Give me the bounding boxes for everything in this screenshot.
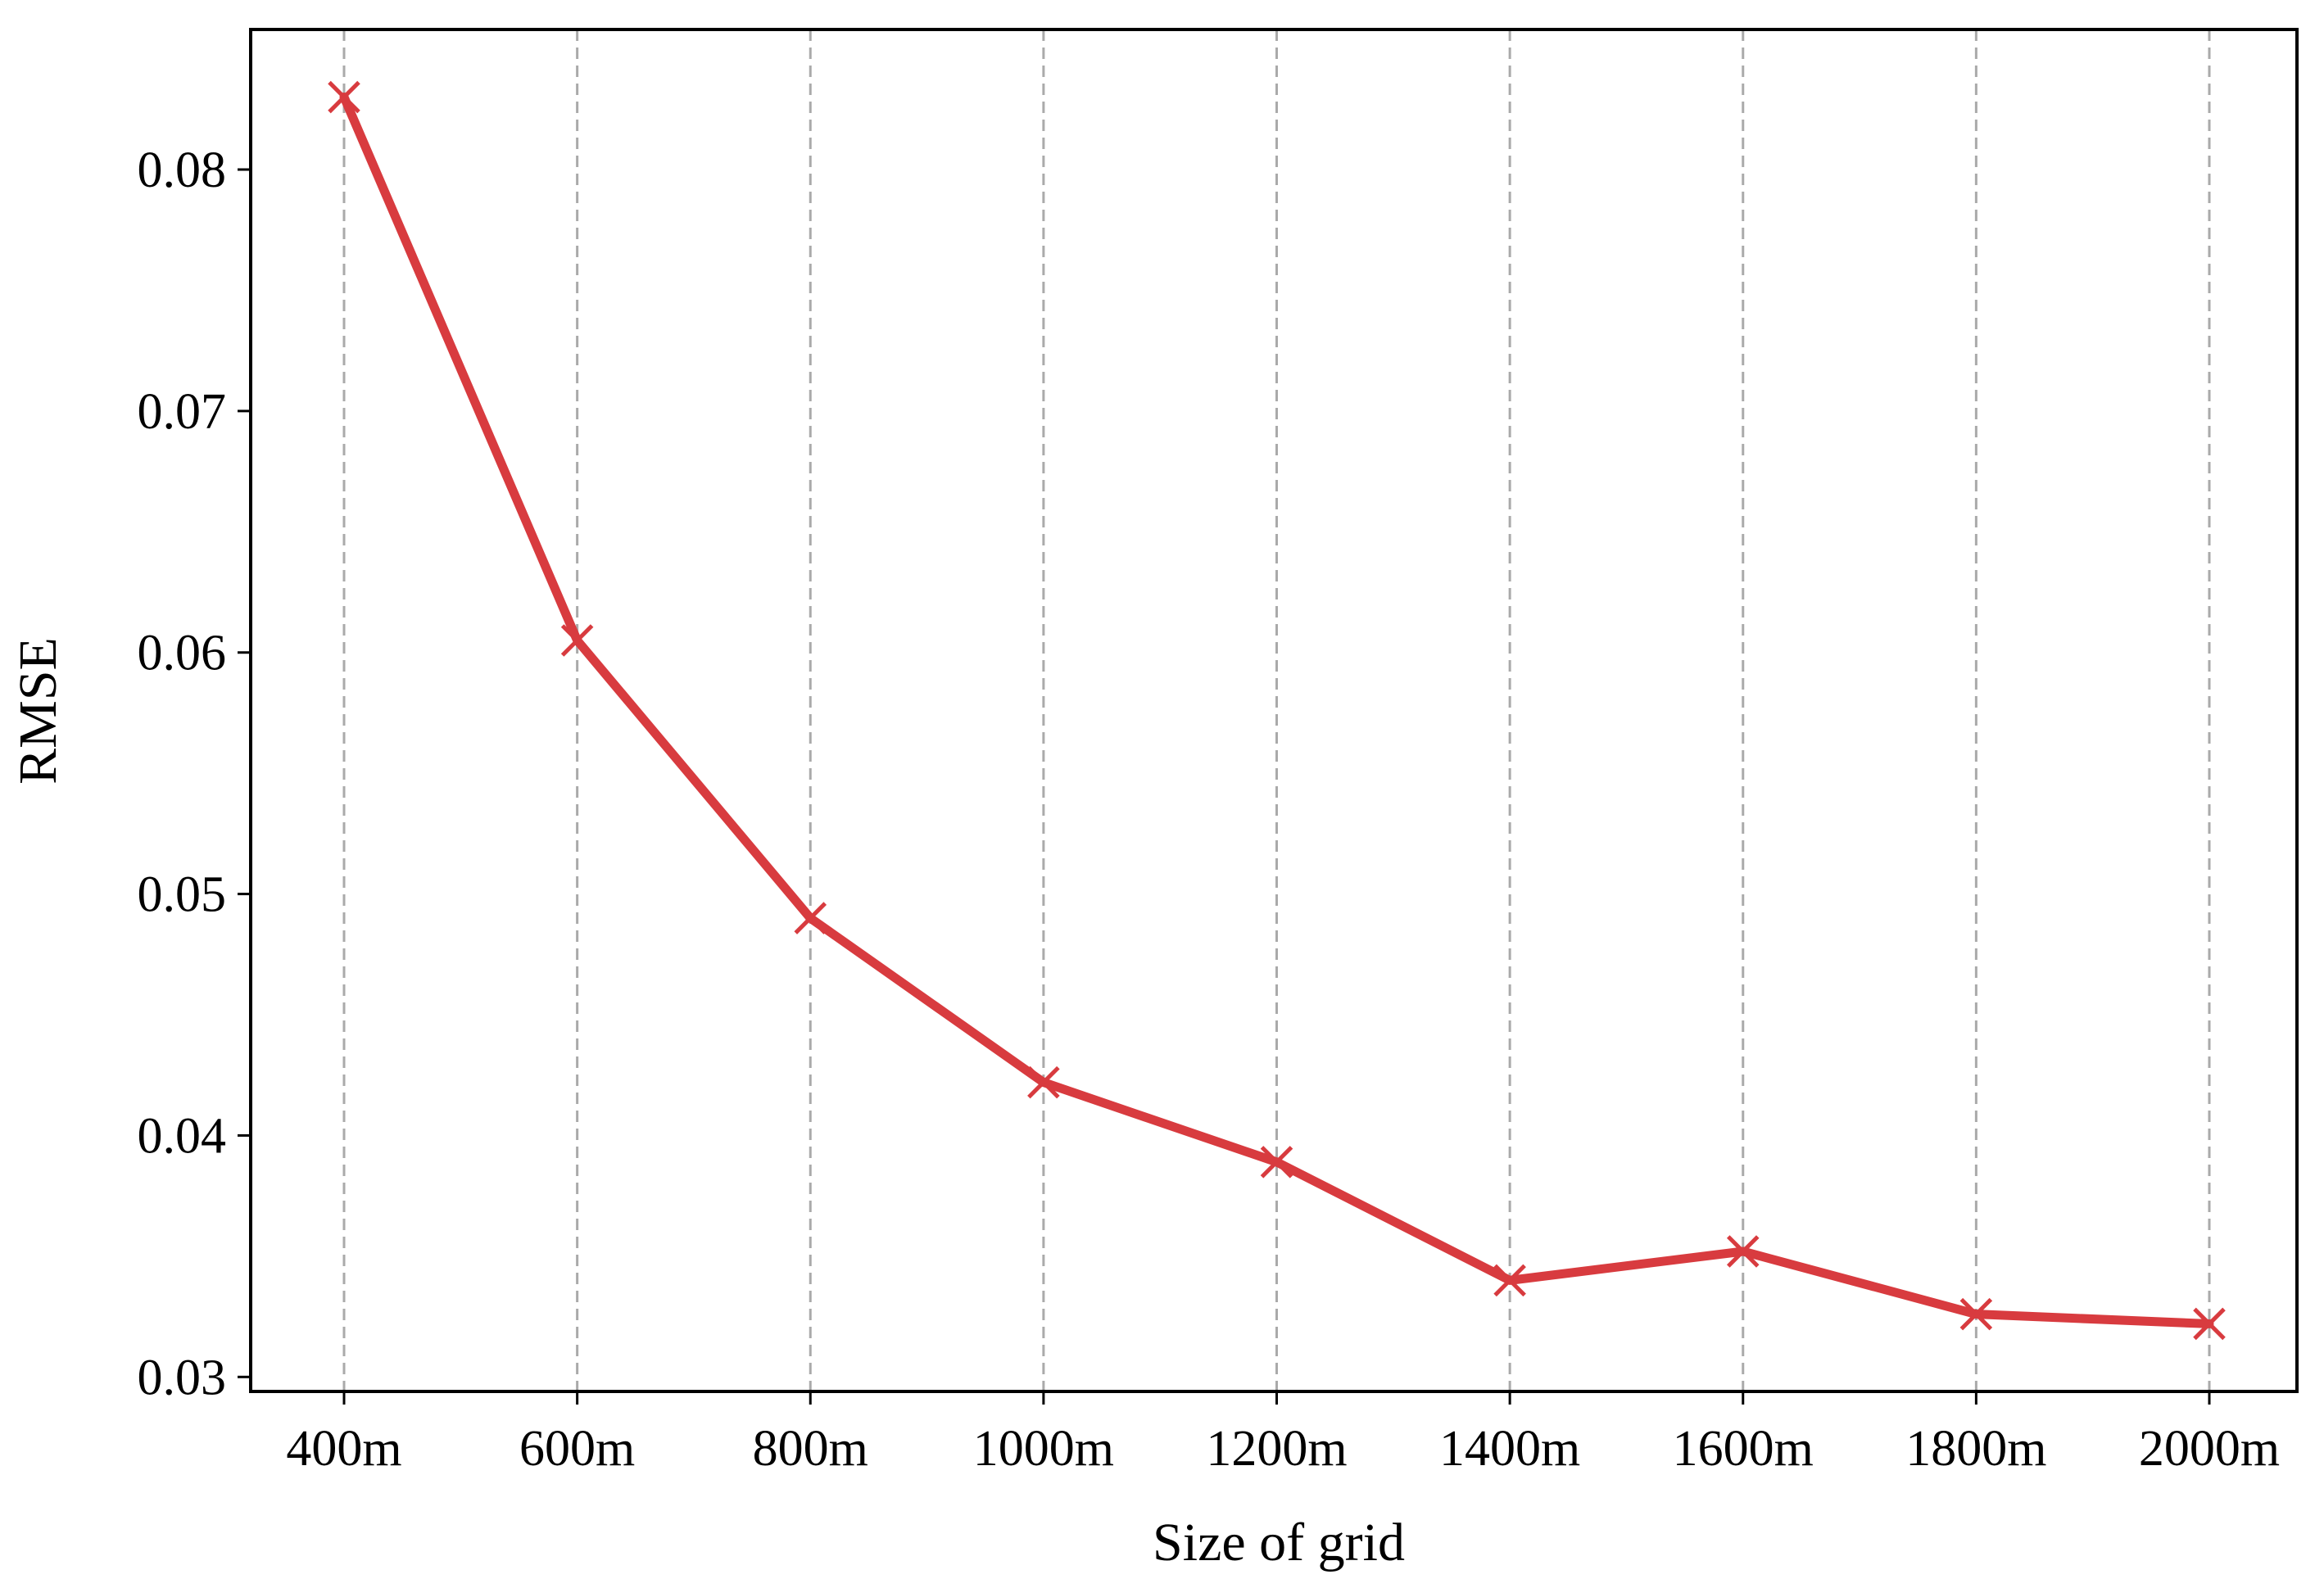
y-tick-label-0.03: 0.03 [138,1350,227,1405]
y-tick-label-0.04: 0.04 [138,1108,227,1164]
plot-frame [249,28,2299,1393]
x-tick-label-1000m: 1000m [973,1421,1114,1477]
x-tick-label-800m: 800m [753,1421,868,1477]
x-tick-label-1800m: 1800m [1905,1421,2046,1477]
x-tick-label-1200m: 1200m [1206,1421,1347,1477]
data-point-marker-2000m [2193,1307,2226,1341]
y-axis-label: RMSE [8,637,68,785]
x-tick-label-600m: 600m [519,1421,635,1477]
vertical-grid-lines [342,29,2211,1391]
y-axis-ticks: 0.03 0.04 0.05 0.06 0.07 0.08 [138,143,251,1405]
y-tick-label-0.07: 0.07 [138,384,227,440]
x-tick-label-2000m: 2000m [2139,1421,2280,1477]
data-point-marker-1800m [1959,1297,1993,1331]
data-point-marker-1200m [1260,1146,1293,1179]
data-point-marker-1600m [1726,1235,1760,1268]
x-axis-label: Size of grid [1153,1513,1405,1572]
y-tick-label-0.05: 0.05 [138,867,227,923]
x-tick-label-1400m: 1400m [1439,1421,1580,1477]
rmse-series [328,80,2226,1341]
y-tick-label-0.06: 0.06 [138,626,227,681]
x-tick-label-1600m: 1600m [1673,1421,1814,1477]
data-point-marker-1400m [1493,1264,1526,1297]
data-point-marker-800m [794,902,827,934]
y-tick-label-0.08: 0.08 [138,143,227,198]
data-point-marker-1000m [1027,1065,1060,1099]
x-tick-label-400m: 400m [286,1421,401,1477]
data-point-marker-600m [560,624,594,657]
x-axis-ticks: 400m 600m 800m 1000m 1200m 1400m 1600m 1800m 200… [286,1391,2280,1477]
data-point-marker-400m [328,80,360,114]
